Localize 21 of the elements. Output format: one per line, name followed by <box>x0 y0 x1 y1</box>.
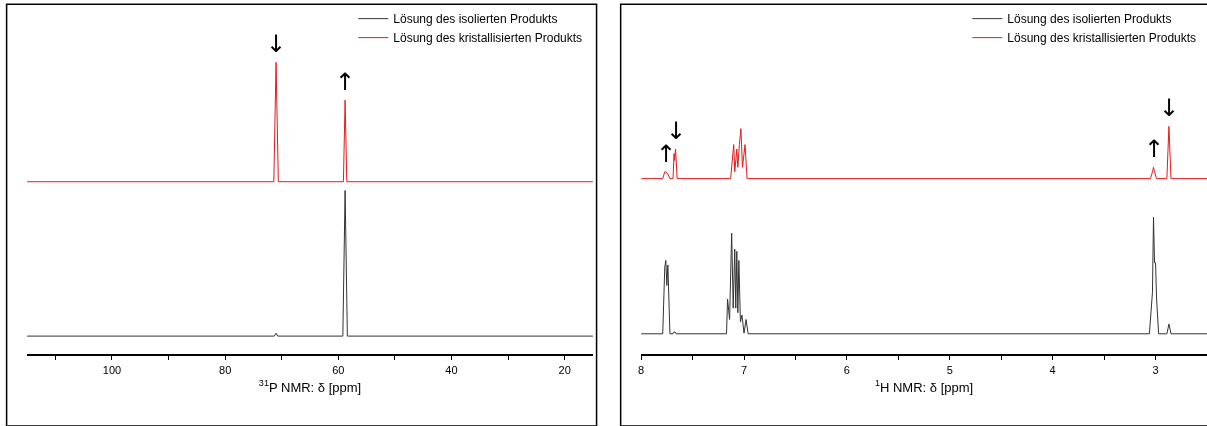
x-tick-label: 5 <box>946 363 953 376</box>
x-tick-label: 60 <box>332 363 345 376</box>
legend-label: Lösung des isolierten Produkts <box>1007 12 1172 27</box>
annotation: ↓ <box>1159 94 1180 122</box>
legend-label: Lösung des isolierten Produkts <box>393 12 558 27</box>
annotation: ↑ <box>1144 135 1165 163</box>
legend-label: Lösung des kristallisierten Produkts <box>393 31 583 46</box>
x-tick-label: 100 <box>102 363 122 376</box>
annotation: ↑ <box>335 68 356 96</box>
x-tick-label: 7 <box>740 363 748 376</box>
x-tick-label: 40 <box>445 363 458 376</box>
x-tick-label: 6 <box>843 363 850 376</box>
x-axis-title: $^{31}$P NMR: δ [ppm] <box>258 378 362 395</box>
x-tick-label: 4 <box>1049 363 1056 376</box>
x-tick-label: 20 <box>558 363 571 376</box>
x-tick-label: 3 <box>1152 363 1159 376</box>
legend-label: Lösung des kristallisierten Produkts <box>1007 31 1197 46</box>
x-tick-label: 80 <box>219 363 232 376</box>
annotation: ↓ <box>266 30 287 58</box>
x-axis-title: $^{1}$H NMR: δ [ppm] <box>874 378 974 395</box>
x-tick-label: 8 <box>638 363 645 376</box>
